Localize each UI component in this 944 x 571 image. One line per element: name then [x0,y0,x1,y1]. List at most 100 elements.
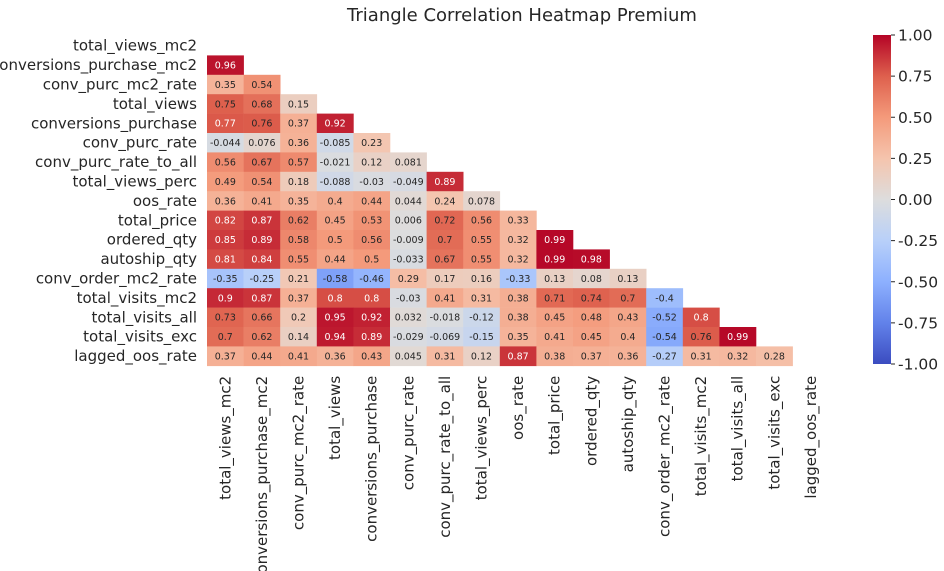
row-label: total_views_mc2 [73,37,197,56]
heatmap-cell [426,191,464,211]
heatmap-cell [719,346,757,367]
heatmap-cell [280,133,318,153]
column-label: lagged_oos_rate [802,376,821,499]
heatmap-cell [390,171,427,192]
heatmap-cell [316,113,354,134]
heatmap-cell [390,249,427,270]
heatmap-cell [316,171,354,192]
heatmap-cell [682,307,720,328]
column-label: conversions_purchase [363,376,382,542]
heatmap-cell [207,133,244,153]
cell-annotation: 0.38 [508,313,529,324]
cell-annotation: 0.8 [328,293,343,304]
colorbar-tick-label: -0.50 [898,273,938,291]
cell-annotation: 0.35 [215,80,236,91]
heatmap-cell [243,327,281,347]
cell-annotation: 0.99 [727,332,748,343]
cell-annotation: 0.45 [325,216,346,227]
cell-annotation: 0.53 [361,216,382,227]
colorbar-tick-label: 0.50 [898,109,933,127]
column-label: total_views_perc [473,376,492,501]
heatmap-cell [207,94,244,114]
heatmap-cell [207,113,244,134]
heatmap-cell [426,230,464,250]
cell-annotation: -0.58 [323,274,348,285]
cell-annotation: 0.076 [248,138,275,149]
heatmap-cell [573,249,610,270]
cell-annotation: -0.12 [469,313,494,324]
cell-annotation: 0.8 [694,313,709,324]
cell-annotation: 0.37 [581,352,602,363]
heatmap-cell [280,152,318,173]
heatmap-cell [390,230,427,250]
column-label: total_views_mc2 [216,376,235,500]
cell-annotation: 0.35 [288,196,309,207]
cell-annotation: 0.081 [395,158,422,169]
heatmap-cell [499,249,537,270]
cell-annotation: 0.5 [364,255,379,266]
cell-annotation: 0.66 [251,313,272,324]
cell-annotation: 0.35 [508,332,529,343]
heatmap-cell [353,288,391,308]
heatmap-cell [316,346,354,367]
cell-annotation: 0.82 [215,216,236,227]
cell-annotation: 0.75 [215,99,236,110]
cell-annotation: 0.99 [544,235,565,246]
column-label: oos_rate [509,376,528,440]
cell-annotation: 0.43 [617,313,638,324]
column-label: conv_order_mc2_rate [656,376,675,537]
cell-annotation: 0.55 [471,235,492,246]
cell-annotation: 0.73 [215,313,236,324]
cell-annotation: 0.7 [218,332,233,343]
heatmap-cell [390,152,427,173]
heatmap-cell [463,307,501,328]
cell-annotation: 0.18 [288,177,309,188]
cell-annotation: 0.36 [617,352,638,363]
colorbar-tick-label: -1.00 [898,356,938,374]
heatmap-cell [207,230,244,250]
heatmap-cell [499,307,537,328]
cell-annotation: 0.16 [471,274,492,285]
cell-annotation: 0.55 [288,255,309,266]
cell-annotation: 0.31 [691,352,712,363]
cell-annotation: 0.23 [361,138,382,149]
heatmap-cell [353,268,391,289]
cell-annotation: 0.38 [544,352,565,363]
cell-annotation: 0.98 [581,255,602,266]
heatmap-cell [426,346,464,367]
heatmap-cell [609,268,647,289]
heatmap-cell [280,94,318,114]
heatmap-cell [609,307,647,328]
cell-annotation: -0.085 [320,138,351,149]
column-label: conv_purc_rate [399,376,418,490]
cell-annotation: -0.033 [393,255,424,266]
heatmap-cell [243,307,281,328]
cell-annotation: 0.36 [325,352,346,363]
heatmap-cell [463,288,501,308]
cell-annotation: 0.84 [251,255,272,266]
cell-annotation: 0.33 [508,216,529,227]
cell-annotation: 0.14 [288,332,309,343]
colorbar-ticks: 1.00 0.75 0.50 0.25 0.00 -0.25 -0.50 -0.75 -1.00 [891,27,938,374]
cell-annotation: 0.48 [581,313,602,324]
heatmap-cell [243,74,281,95]
column-labels: total_views_mc2 conversions_purchase_mc2 c… [216,376,821,571]
heatmap-cell [390,307,427,328]
heatmap-cell [573,288,610,308]
cell-annotation: 0.8 [364,293,379,304]
column-label: conv_purc_mc2_rate [290,376,309,530]
cell-annotation: -0.03 [359,177,384,188]
heatmap-cell [243,230,281,250]
column-label: total_visits_mc2 [692,376,711,496]
cell-annotation: 0.68 [251,99,272,110]
cell-annotation: 0.45 [544,313,565,324]
heatmap-cell [243,133,281,153]
cell-annotation: -0.54 [652,332,677,343]
cell-annotation: -0.33 [506,274,531,285]
cell-annotation: -0.009 [393,235,424,246]
cell-annotation: 0.74 [581,293,602,304]
cell-annotation: 0.87 [251,293,272,304]
row-labels: total_views_mc2conversions_purchase_mc2c… [0,37,197,366]
heatmap-cell [353,230,391,250]
